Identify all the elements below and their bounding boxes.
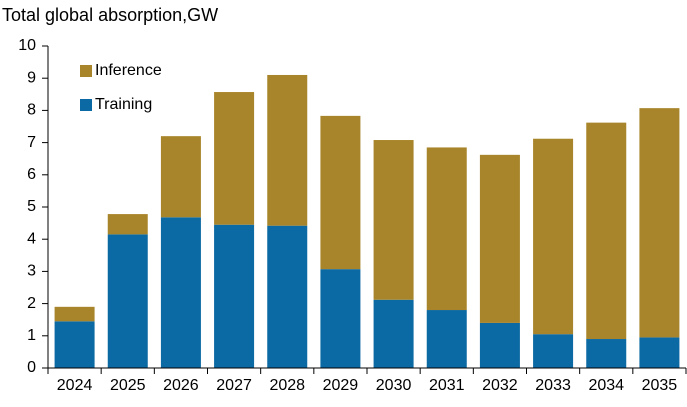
legend-label: Training: [95, 96, 152, 113]
x-tick-label: 2029: [323, 377, 359, 394]
y-tick-label: 2: [27, 295, 36, 312]
chart-subtitle: Total global absorption,GW: [2, 5, 218, 25]
bar-segment: [107, 234, 148, 368]
y-tick-label: 9: [27, 69, 36, 86]
bar-segment: [320, 269, 361, 368]
y-tick-label: 5: [27, 198, 36, 215]
bar-segment: [54, 306, 95, 322]
x-tick-label: 2035: [642, 377, 678, 394]
bar-segment: [160, 217, 201, 368]
bar-segment: [639, 108, 680, 338]
x-tick-label: 2034: [588, 377, 624, 394]
y-tick-label: 10: [18, 37, 36, 54]
bar-segment: [320, 115, 361, 270]
legend-label: Inference: [95, 62, 162, 79]
legend-swatch: [80, 65, 92, 77]
bar-segment: [214, 224, 255, 368]
bar-segment: [267, 74, 308, 226]
y-tick-label: 0: [27, 359, 36, 376]
bar-segment: [586, 122, 627, 340]
y-tick-label: 1: [27, 327, 36, 344]
bar-segment: [426, 310, 467, 368]
bar-segment: [533, 138, 574, 335]
x-tick-label: 2025: [110, 377, 146, 394]
y-tick-label: 6: [27, 166, 36, 183]
bar-segment: [479, 154, 520, 323]
bar-segment: [426, 147, 467, 311]
bar-segment: [160, 136, 201, 218]
bar-segment: [533, 334, 574, 368]
legend-swatch: [80, 99, 92, 111]
x-tick-label: 2031: [429, 377, 465, 394]
x-tick-label: 2028: [269, 377, 305, 394]
bar-segment: [267, 225, 308, 368]
bar-segment: [107, 214, 148, 235]
bar-segment: [54, 321, 95, 368]
bar-segment: [639, 337, 680, 368]
bar-segment: [214, 92, 255, 225]
bar-segment: [373, 299, 414, 368]
x-tick-label: 2032: [482, 377, 518, 394]
y-tick-label: 3: [27, 263, 36, 280]
y-tick-label: 8: [27, 102, 36, 119]
x-tick-label: 2026: [163, 377, 199, 394]
bar-segment: [586, 339, 627, 368]
bar-segment: [373, 140, 414, 300]
y-tick-label: 4: [27, 230, 36, 247]
x-tick-label: 2030: [376, 377, 412, 394]
y-tick-label: 7: [27, 134, 36, 151]
x-tick-label: 2024: [57, 377, 93, 394]
x-tick-label: 2033: [535, 377, 571, 394]
bar-segment: [479, 322, 520, 368]
x-tick-label: 2027: [216, 377, 252, 394]
